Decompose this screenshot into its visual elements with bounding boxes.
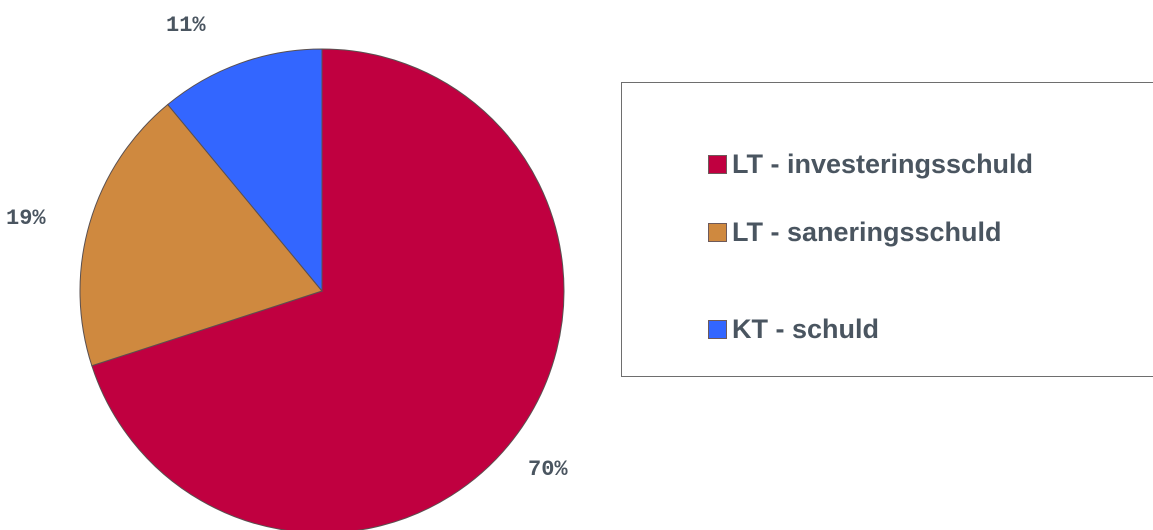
- legend-swatch-2: [708, 320, 727, 339]
- legend-swatch-1: [708, 223, 727, 242]
- pct-label-2: 11%: [166, 13, 206, 38]
- pct-label-0: 70%: [528, 457, 568, 482]
- legend-item-lt-investeringsschuld: LT - investeringsschuld: [708, 149, 1033, 180]
- pie-slice-1: [79, 103, 323, 367]
- pie-chart: 70% 19% 11%: [6, 13, 568, 530]
- pct-label-1: 19%: [6, 206, 46, 231]
- legend-label-0: LT - investeringsschuld: [732, 149, 1034, 179]
- pie-slice-0: [91, 48, 565, 530]
- pie-slice-2: [167, 48, 323, 293]
- legend-item-kt-schuld: KT - schuld: [708, 314, 879, 345]
- legend-label-2: KT - schuld: [732, 314, 879, 344]
- pie-slices: [79, 48, 565, 530]
- legend-label-1: LT - saneringsschuld: [732, 217, 1002, 247]
- legend-item-lt-saneringsschuld: LT - saneringsschuld: [708, 217, 1002, 248]
- chart-legend: LT - investeringsschuld LT - saneringssc…: [621, 82, 1153, 377]
- legend-swatch-0: [708, 155, 727, 174]
